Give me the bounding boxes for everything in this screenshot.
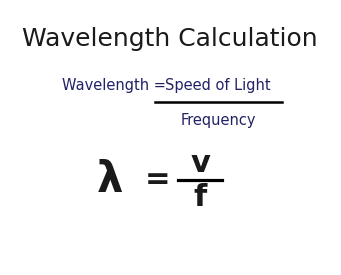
Text: =: =: [145, 166, 171, 194]
Text: v: v: [190, 150, 210, 178]
Text: Speed of Light: Speed of Light: [165, 78, 271, 93]
Text: Wavelength =: Wavelength =: [62, 78, 170, 93]
Text: f: f: [193, 183, 207, 213]
Text: Frequency: Frequency: [180, 113, 256, 128]
Text: Wavelength Calculation: Wavelength Calculation: [22, 27, 318, 51]
Text: λ: λ: [97, 159, 123, 201]
